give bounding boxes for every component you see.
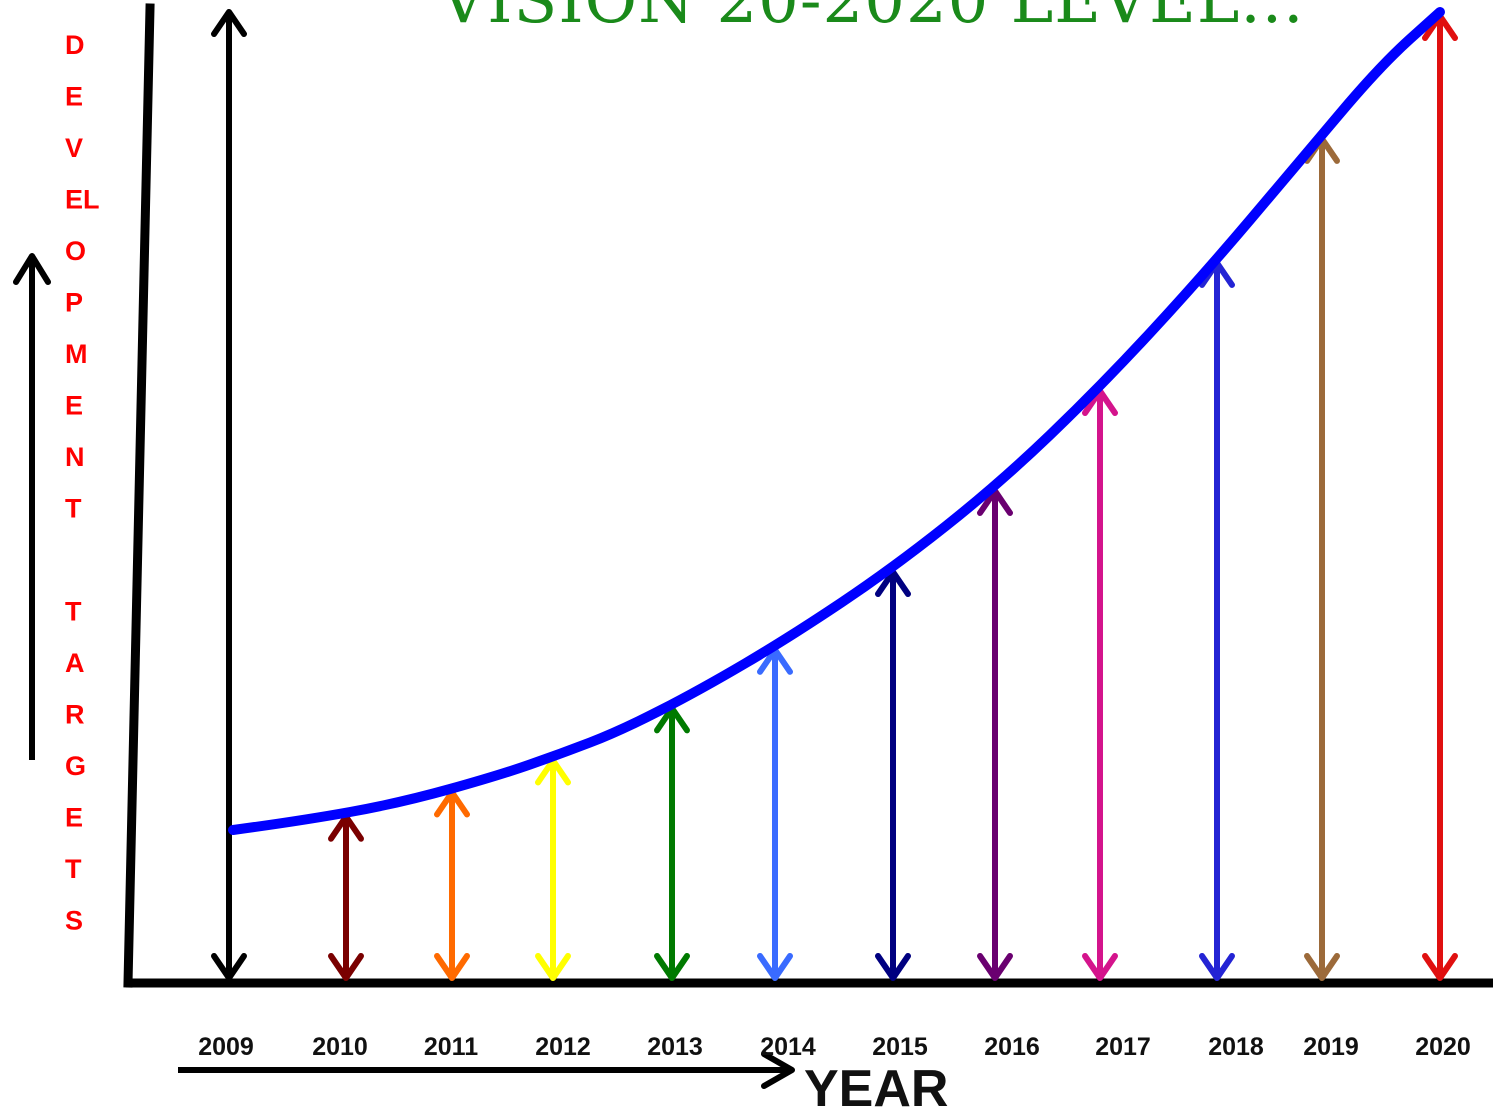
arrow-head-down [977, 953, 1013, 981]
arrow-head-down [535, 953, 571, 981]
arrow-head-down [757, 953, 793, 981]
y-axis-label-letter: A [65, 648, 85, 678]
year-label: 2011 [424, 1033, 478, 1061]
arrow-head-down [1199, 953, 1235, 981]
target-arrow-2011 [434, 789, 470, 981]
arrow-head-down [1304, 953, 1340, 981]
arrow-head-down [654, 953, 690, 981]
year-label: 2009 [198, 1033, 254, 1061]
target-arrow-2015 [875, 569, 911, 981]
year-label: 2020 [1415, 1033, 1471, 1061]
x-direction-arrow-icon [178, 1051, 795, 1089]
target-arrow-2016 [977, 487, 1013, 981]
year-label: 2010 [312, 1033, 368, 1061]
arrow-head-down [328, 953, 364, 981]
y-axis-label-letter: T [65, 494, 82, 524]
year-label: 2016 [984, 1033, 1040, 1061]
y-axis-label-letter: R [65, 700, 85, 730]
year-tick-labels: 2009 2010 2011 2012 2013 2014 2015 2016 2017 2018… [198, 1033, 1471, 1061]
year-label: 2018 [1208, 1033, 1264, 1061]
y-axis-label-letter: V [65, 133, 83, 163]
target-arrow-2014 [757, 646, 793, 981]
year-label: 2014 [760, 1033, 816, 1061]
x-axis-title: YEAR [804, 1060, 948, 1115]
target-arrow-2013 [654, 705, 690, 981]
target-arrows [211, 9, 1458, 981]
target-arrow-2020 [1422, 13, 1458, 981]
y-axis-label-letter: P [65, 288, 83, 318]
y-axis-label-letter: M [65, 339, 88, 369]
target-arrow-2017 [1082, 388, 1118, 981]
arrow-head-down [1422, 953, 1458, 981]
target-arrow-2012 [535, 757, 571, 981]
year-label: 2013 [647, 1033, 703, 1061]
chart-title: VISION 20-2020 LEVEL... [439, 0, 1304, 38]
y-axis-label-letter: N [65, 442, 85, 472]
arrow-head-down [434, 953, 470, 981]
target-arrow-2010 [328, 813, 364, 981]
arrow-head-up [211, 9, 247, 37]
y-axis-label-letter: S [65, 906, 83, 936]
y-axis-label-letter: D [65, 30, 85, 60]
target-arrow-2009 [211, 9, 247, 981]
y-axis-label-letter: G [65, 751, 86, 781]
y-axis-label-letter: T [65, 854, 82, 884]
y-direction-arrow-icon [13, 253, 51, 760]
growth-curve [228, 7, 1445, 835]
y-axis-label-letter: EL [65, 185, 100, 215]
y-axis-line [123, 3, 155, 988]
year-label: 2017 [1095, 1033, 1151, 1061]
y-axis-label-letter: T [65, 597, 82, 627]
target-arrow-2018 [1199, 259, 1235, 981]
arrow-head-down [211, 953, 247, 981]
year-label: 2015 [872, 1033, 928, 1061]
arrow-head-down [875, 953, 911, 981]
y-axis-label-letter: E [65, 391, 83, 421]
arrow-head-down [1082, 953, 1118, 981]
target-arrow-2019 [1304, 135, 1340, 981]
year-label: 2019 [1303, 1033, 1359, 1061]
y-axis-label-letter: O [65, 236, 86, 266]
year-label: 2012 [535, 1033, 591, 1061]
y-axis-label-letter: E [65, 82, 83, 112]
y-axis-label-letter: E [65, 803, 83, 833]
